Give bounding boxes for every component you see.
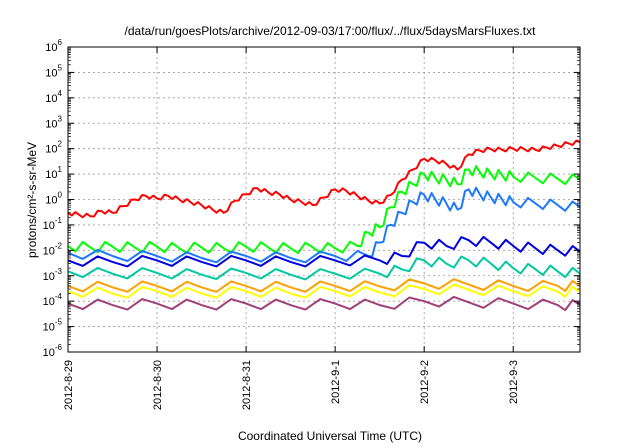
series-line-6 <box>68 283 580 299</box>
y-tick-exponent: 1 <box>58 165 63 174</box>
y-tick-exponent: 3 <box>58 114 63 123</box>
series-line-2 <box>68 186 580 264</box>
y-tick-exponent: 6 <box>58 38 63 47</box>
y-tick-base: 10 <box>43 245 55 257</box>
x-tick-label: 2012-9-2 <box>419 360 431 404</box>
y-tick-exponent: -6 <box>55 343 63 352</box>
x-tick-label: 2012-8-29 <box>63 360 75 410</box>
x-axis-title: Coordinated Universal Time (UTC) <box>238 429 422 443</box>
y-tick-base: 10 <box>45 67 57 79</box>
x-tick-label: 2012-9-1 <box>330 360 342 404</box>
y-tick-label: 10-6 <box>43 343 63 359</box>
y-tick-label: 106 <box>45 38 62 54</box>
y-tick-label: 10-4 <box>43 292 63 308</box>
axes: 10-610-510-410-310-210-11001011021031041… <box>43 38 580 410</box>
y-tick-exponent: 5 <box>58 63 63 72</box>
series-group <box>68 139 580 312</box>
y-tick-exponent: 4 <box>58 89 63 98</box>
y-tick-base: 10 <box>43 296 55 308</box>
series-line-4 <box>68 255 580 281</box>
chart-title: /data/run/goesPlots/archive/2012-09-03/1… <box>125 24 537 38</box>
y-tick-exponent: 2 <box>58 140 63 149</box>
y-tick-exponent: -2 <box>55 241 63 250</box>
y-tick-label: 100 <box>45 191 62 207</box>
series-line-3 <box>68 235 580 268</box>
y-tick-label: 10-2 <box>43 241 63 257</box>
y-tick-base: 10 <box>45 118 57 130</box>
y-tick-exponent: -3 <box>55 267 63 276</box>
series-line-5 <box>68 278 580 293</box>
y-tick-label: 10-3 <box>43 267 63 283</box>
y-tick-label: 101 <box>45 165 62 181</box>
y-tick-exponent: -1 <box>55 216 63 225</box>
y-tick-exponent: -5 <box>55 318 63 327</box>
x-tick-label: 2012-8-30 <box>152 360 164 410</box>
series-line-0 <box>68 139 580 219</box>
x-tick-label: 2012-9-3 <box>508 360 520 404</box>
y-tick-base: 10 <box>43 322 55 334</box>
y-axis-title: protons/cm²-s-sr-MeV <box>25 142 39 258</box>
y-tick-label: 104 <box>45 89 62 105</box>
series-line-1 <box>68 165 580 254</box>
y-tick-label: 10-1 <box>43 216 63 232</box>
y-tick-exponent: 0 <box>58 191 63 200</box>
y-tick-base: 10 <box>45 93 57 105</box>
y-tick-base: 10 <box>45 195 57 207</box>
y-tick-base: 10 <box>43 271 55 283</box>
y-tick-label: 102 <box>45 140 62 156</box>
y-tick-label: 103 <box>45 114 62 130</box>
y-tick-base: 10 <box>45 169 57 181</box>
y-tick-base: 10 <box>45 42 57 54</box>
series-line-7 <box>68 295 580 312</box>
y-tick-base: 10 <box>43 220 55 232</box>
y-tick-base: 10 <box>43 347 55 359</box>
x-tick-label: 2012-8-31 <box>241 360 253 410</box>
y-tick-label: 105 <box>45 63 62 79</box>
y-tick-exponent: -4 <box>55 292 63 301</box>
y-tick-label: 10-5 <box>43 318 63 334</box>
y-tick-base: 10 <box>45 144 57 156</box>
